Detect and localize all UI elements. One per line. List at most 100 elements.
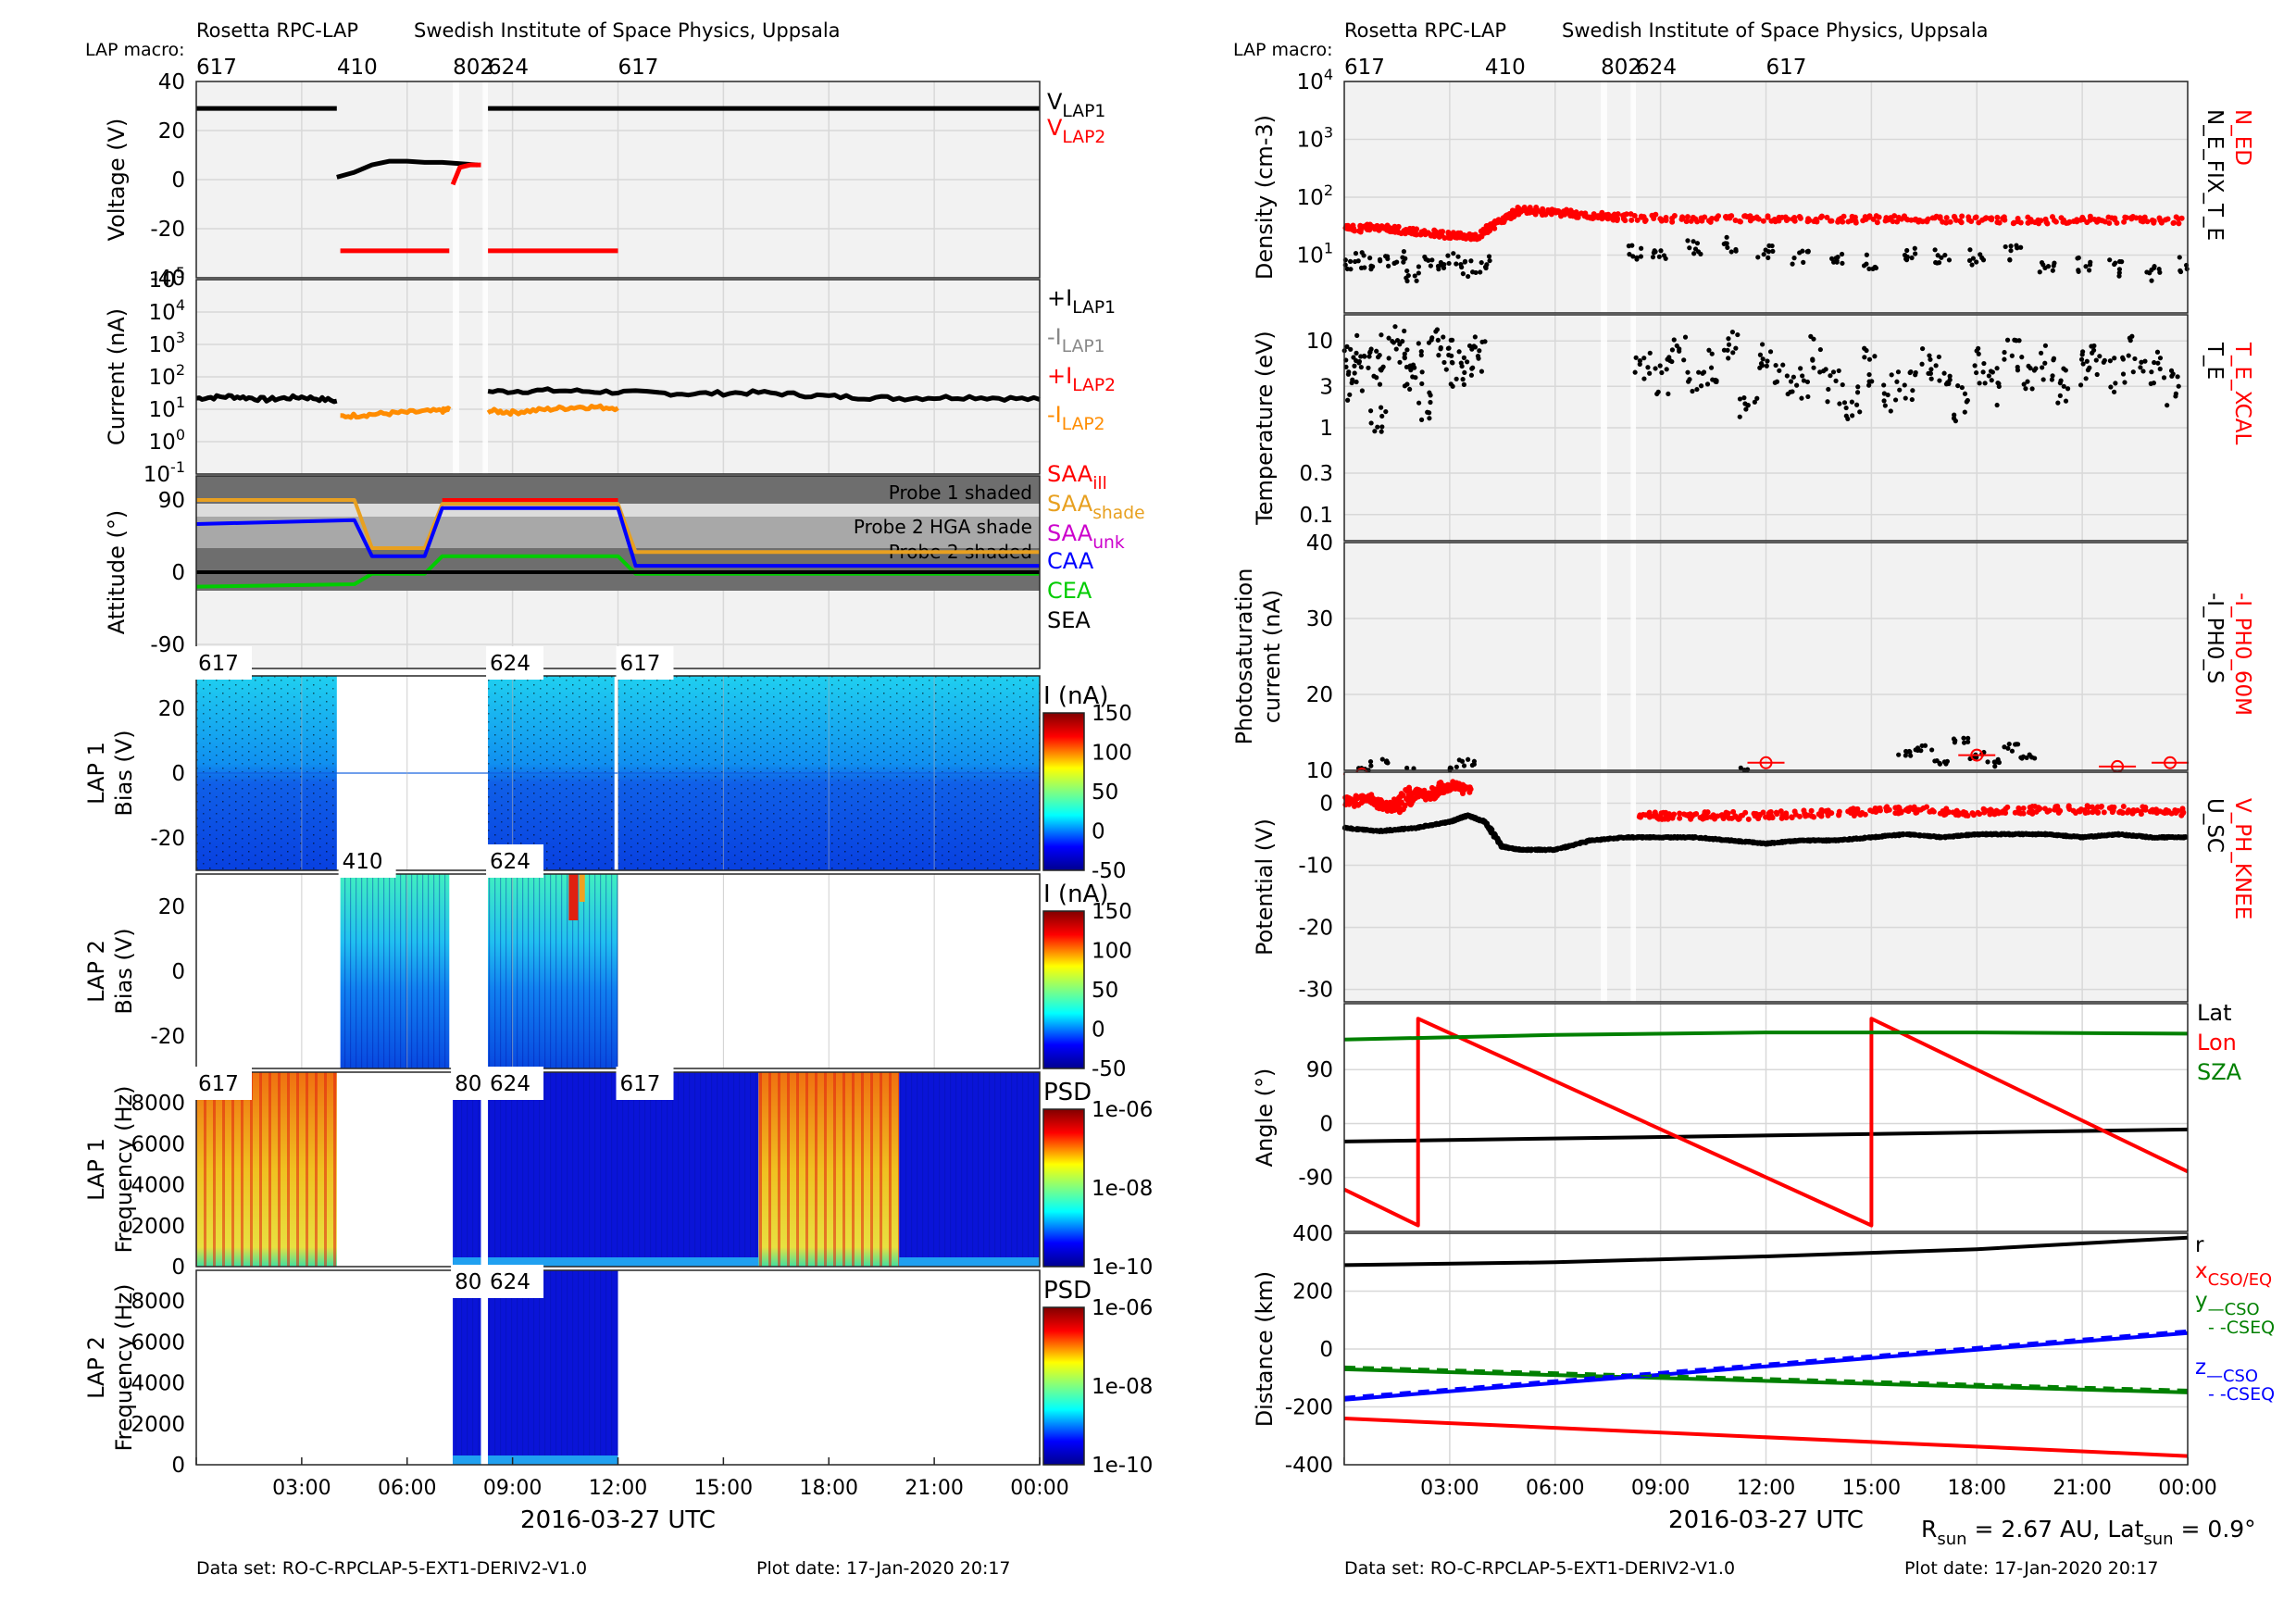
potential-series-V_PH_KNEE-point	[2072, 809, 2078, 816]
temperature-series-T_E-point	[1479, 369, 1485, 374]
temperature-series-T_E-point	[1418, 417, 1425, 422]
density-series-N_ED-point	[1623, 211, 1629, 218]
temperature-series-T_E-point	[1352, 370, 1357, 376]
temperature-series-T_E-point	[1881, 398, 1887, 404]
potential-series-V_PH_KNEE-point	[2000, 808, 2006, 815]
density-series-N_ED-point	[1395, 223, 1402, 230]
right-xtick-0: 03:00	[1420, 1477, 1479, 1500]
temperature-series-T_E-point	[1943, 381, 1950, 387]
density-series-N_E_FIX_T_E-point	[1404, 278, 1410, 284]
lap1-freq-ytick-0: 8000	[131, 1092, 185, 1116]
temperature-series-T_E-point	[1936, 354, 1941, 360]
temperature-series-T_E-point	[1784, 373, 1790, 379]
temperature-series-T_E-point	[1666, 391, 1671, 397]
density-series-N_E_FIX_T_E-point	[1416, 264, 1422, 269]
left-xtick-7: 00:00	[1010, 1477, 1068, 1500]
potential-series-V_PH_KNEE-point	[2180, 809, 2187, 816]
density-series-N_ED-point	[2058, 215, 2065, 221]
density-series-N_ED-point	[1931, 215, 1938, 221]
temperature-series-T_E-point	[2097, 354, 2103, 359]
density-series-N_E_FIX_T_E-point	[1368, 267, 1374, 272]
potential-series-U_SC-point	[1937, 834, 1943, 841]
temperature-series-T_E-point	[1882, 403, 1888, 408]
potential-series-V_PH_KNEE-point	[1391, 806, 1398, 813]
lap1-freq-block-texture-1	[453, 1072, 481, 1267]
potential-series-V_PH_KNEE-point	[1392, 800, 1399, 806]
density-series-N_ED-point	[1477, 233, 1483, 240]
temperature-series-T_E-point	[2149, 369, 2154, 375]
density-series-N_E_FIX_T_E-point	[1441, 262, 1447, 268]
temperature-series-T_E-point	[1866, 356, 1873, 362]
temperature-series-T_E-point	[2111, 389, 2117, 394]
temperature-series-T_E-point	[1419, 369, 1425, 375]
temperature-series-T_E-point	[1988, 369, 1994, 374]
potential-series-V_PH_KNEE-point	[1693, 811, 1700, 818]
temperature-series-T_E-point	[1694, 386, 1700, 393]
density-series-N_ED-point	[1994, 214, 2001, 220]
lap1-bias-macro-0: 617	[198, 652, 239, 676]
temperature-series-T_E-point	[1790, 389, 1795, 394]
density-series-N_ED-point	[1741, 213, 1748, 219]
distance-legend-1-sub: CSO/EQ	[2208, 1270, 2273, 1290]
photosat-series-I_PH0_S-point	[1384, 759, 1390, 766]
density-series-N_E_FIX_T_E-point	[1834, 258, 1840, 264]
density-series-N_E_FIX_T_E-point	[1724, 234, 1729, 240]
density-series-N_E_FIX_T_E-point	[1761, 252, 1766, 257]
density-series-N_E_FIX_T_E-point	[1367, 256, 1373, 261]
attitude-ylabel: Attitude (°)	[104, 510, 130, 634]
temperature-series-T_E-point	[1866, 379, 1872, 384]
temperature-series-T_E-point	[1741, 395, 1747, 401]
density-series-N_ED-point	[1824, 214, 1830, 220]
potential-series-V_PH_KNEE-point	[1700, 816, 1706, 822]
density-series-N_E_FIX_T_E-point	[1840, 260, 1845, 266]
temperature-series-T_E-point	[1394, 338, 1401, 344]
temperature-series-T_E-point	[1913, 369, 1918, 376]
temperature-series-T_E-point	[1454, 376, 1459, 381]
density-series-N_E_FIX_T_E-point	[1839, 251, 1845, 257]
temperature-series-T_E-point	[2051, 356, 2057, 361]
density-series-N_E_FIX_T_E-point	[1829, 256, 1835, 261]
temperature-series-T_E-point	[1947, 373, 1953, 379]
angle-series-Lat	[1343, 1127, 2189, 1143]
temperature-series-T_E-point	[1706, 347, 1712, 353]
temperature-series-T_E-point	[2094, 371, 2100, 378]
density-series-N_E_FIX_T_E-point	[1691, 239, 1696, 244]
right-footer-dataset: Data set: RO-C-RPCLAP-5-EXT1-DERIV2-V1.0	[1344, 1558, 1735, 1579]
potential-series-U_SC-point	[1349, 826, 1355, 832]
attitude-legend-0-sub: ill	[1092, 474, 1107, 493]
left-xtick-4: 15:00	[694, 1477, 753, 1500]
attitude-legend-2: SAAunk	[1047, 520, 1125, 553]
temperature-series-T_E-point	[1462, 369, 1467, 376]
current-ytick-6-base: 10	[144, 463, 170, 487]
density-series-N_ED-point	[1511, 208, 1517, 215]
lap1-bias-colorbar-tick-2: 50	[1092, 781, 1118, 805]
density-series-N_ED-point	[2002, 217, 2008, 223]
potential-series-V_PH_KNEE-point	[1665, 816, 1671, 822]
temperature-series-T_E-point	[1645, 365, 1651, 370]
density-series-N_E_FIX_T_E-point	[1909, 255, 1915, 261]
temperature-series-T_E-point	[1435, 337, 1441, 343]
density-series-N_E_FIX_T_E-point	[1422, 254, 1428, 260]
current-border	[195, 279, 1041, 475]
density-series-N_E_FIX_T_E-point	[1455, 254, 1461, 259]
attitude-series-CAA	[195, 506, 1040, 568]
potential-series-V_PH_KNEE-point	[1924, 804, 1930, 810]
density-series-N_ED-point	[1768, 218, 1775, 224]
temperature-series-T_E-point	[1427, 390, 1432, 395]
potential-series-V_PH_KNEE-point	[1804, 812, 1811, 818]
density-series-N_E_FIX_T_E-point	[1723, 241, 1728, 246]
lap1-freq-colorbar-tick-2: 1e-10	[1092, 1255, 1153, 1280]
attitude-legend-1: SAAshade	[1047, 491, 1145, 523]
lap2-bias-block-texture-1	[488, 874, 618, 1068]
temperature-series-T_E-point	[2142, 358, 2148, 364]
data-gap	[1601, 543, 1607, 770]
lap1-bias-colorbar-label: I (nA)	[1043, 682, 1108, 710]
potential-series-V_PH_KNEE-point	[2138, 811, 2144, 818]
potential-ylabel: Potential (V)	[1252, 818, 1278, 956]
density-series-N_ED-point	[1959, 213, 1965, 219]
temperature-series-T_E-point	[1962, 409, 1967, 415]
data-gap	[453, 280, 459, 474]
potential-series-V_PH_KNEE-point	[1941, 807, 1948, 814]
density-series-N_ED-point	[1684, 214, 1691, 220]
temperature-series-T_E-point	[2015, 368, 2021, 373]
